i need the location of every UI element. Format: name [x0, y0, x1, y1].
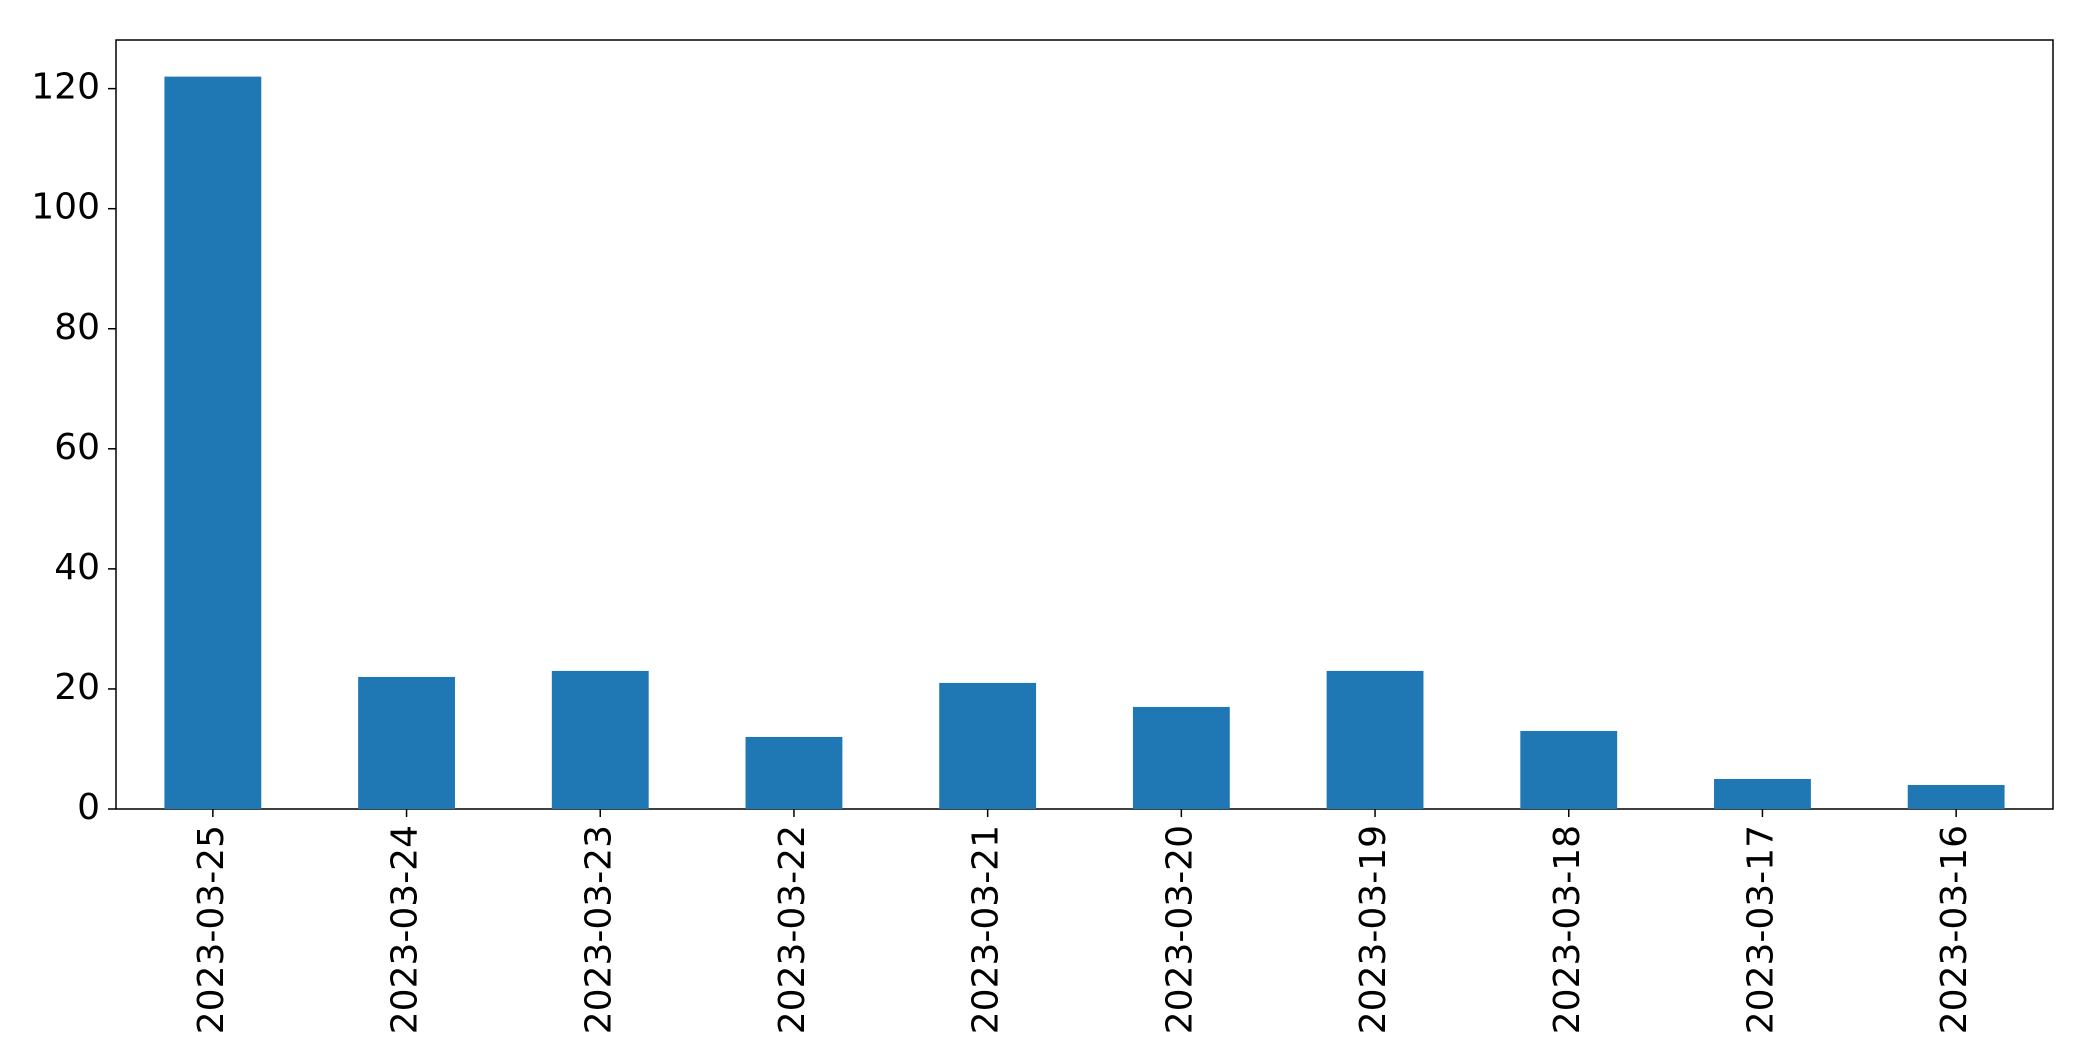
y-tick-label: 60 [54, 427, 100, 468]
bar [164, 76, 262, 810]
y-tick-label: 80 [54, 307, 100, 348]
x-tick-label: 2023-03-23 [578, 825, 619, 1034]
bar [1714, 778, 1811, 809]
x-tick-label: 2023-03-17 [1740, 825, 1781, 1034]
axes-frame [115, 39, 2054, 810]
bar [1520, 730, 1618, 809]
bar [551, 670, 649, 809]
bar [358, 676, 455, 809]
bar [1907, 784, 2005, 809]
x-tick-label: 2023-03-24 [385, 825, 426, 1034]
y-tick-label: 40 [54, 547, 100, 588]
x-tick-label: 2023-03-25 [191, 825, 232, 1034]
bar [1132, 706, 1230, 809]
x-tick-label: 2023-03-16 [1934, 825, 1975, 1034]
y-tick-label: 0 [77, 787, 100, 828]
y-tick-label: 100 [31, 187, 100, 228]
x-tick-label: 2023-03-22 [772, 825, 813, 1034]
y-tick-label: 120 [31, 67, 100, 108]
y-tick-label: 20 [54, 667, 100, 708]
bar [1326, 670, 1424, 809]
x-tick-label: 2023-03-20 [1159, 825, 1200, 1034]
bar [939, 682, 1037, 809]
x-tick-label: 2023-03-19 [1353, 825, 1394, 1034]
x-tick-label: 2023-03-18 [1547, 825, 1588, 1034]
x-tick-label: 2023-03-21 [966, 825, 1007, 1034]
bar [745, 736, 843, 809]
